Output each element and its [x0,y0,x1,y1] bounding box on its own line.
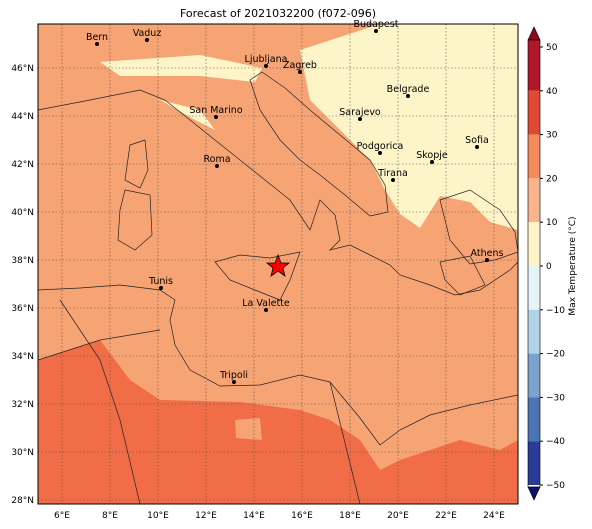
lon-label: 12°E [195,511,217,521]
city-label: Vaduz [133,28,162,39]
city-marker [215,164,219,168]
lat-label: 34°N [11,352,34,362]
lon-label: 16°E [291,511,313,521]
lat-label: 46°N [11,64,34,74]
colorbar-segment [528,441,540,485]
lat-label: 36°N [11,304,34,314]
colorbar-tick-label: −30 [546,393,565,403]
lon-label: 14°E [243,511,265,521]
city-label: Skopje [416,150,448,161]
colorbar-tick-label: −50 [546,481,565,491]
city-marker [159,286,163,290]
city-label: Tripoli [219,370,248,381]
colorbar-tick-label: −20 [546,350,565,360]
colorbar-tick-label: 20 [546,174,558,184]
colorbar-segment [528,222,540,266]
colorbar: 50 40 30 20 10 0 −10 −20 −30 −40 −50 [527,26,565,501]
colorbar-segment [528,40,540,91]
lat-label: 32°N [11,400,34,410]
lon-label: 6°E [54,511,70,521]
city-marker [485,258,489,262]
lon-label: 8°E [102,511,118,521]
city-marker [145,38,149,42]
city-label: Tunis [148,276,173,287]
city-marker [374,29,378,33]
city-label: Budapest [354,19,399,30]
colorbar-frame [527,39,541,488]
colorbar-segment [528,178,540,223]
map-frame [37,23,519,505]
city-marker [264,308,268,312]
colorbar-tick-label: 30 [546,131,558,141]
city-marker [264,64,268,68]
lat-label: 30°N [11,448,34,458]
city-marker [378,151,382,155]
city-label: Athens [471,248,504,259]
city-label: La Valette [242,298,290,309]
graticule: 6°E 8°E 10°E 12°E 14°E 16°E 18°E 20°E 22°E 24°E 46… [11,24,518,521]
city-label: Roma [203,154,230,165]
lat-label: 42°N [11,160,34,170]
colorbar-tick-label: 50 [546,43,558,53]
colorbar-tick-label: 10 [546,218,558,228]
city-label: Podgorica [357,141,404,152]
colorbar-segment [528,134,540,179]
colorbar-tick-label: −40 [546,437,565,447]
map [38,24,518,504]
lon-label: 18°E [339,511,361,521]
colorbar-segment [528,397,540,442]
colorbar-segment [528,266,540,310]
lat-label: 40°N [11,208,34,218]
colorbar-tick-label: 0 [546,262,552,272]
city-marker [406,94,410,98]
city-label: San Marino [189,105,242,116]
lat-label: 38°N [11,256,34,266]
city-marker [391,178,395,182]
city-label: Bern [86,32,108,43]
city-marker [232,380,236,384]
colorbar-segment [528,309,540,354]
colorbar-tick-label: −10 [546,306,565,316]
colorbar-segment [528,90,540,135]
city-label: Belgrade [387,84,430,95]
city-label: Tirana [377,168,408,179]
city-marker [358,117,362,121]
title: Forecast of 2021032200 (f072-096) [180,7,376,20]
lon-label: 20°E [387,511,409,521]
city-label: Ljubljana [245,54,288,65]
lat-label: 28°N [11,496,34,506]
colorbar-tick-label: 40 [546,87,558,97]
lon-label: 10°E [147,511,169,521]
city-label: Zagreb [283,60,317,71]
city-marker [475,145,479,149]
lon-label: 24°E [483,511,505,521]
city-marker [95,42,99,46]
lat-label: 44°N [11,112,34,122]
colorbar-segment [528,353,540,398]
city-marker [430,160,434,164]
city-label: Sofia [465,135,489,146]
city-marker [298,70,302,74]
lon-label: 22°E [435,511,457,521]
city-marker [214,115,218,119]
city-label: Sarajevo [339,107,381,118]
colorbar-label: Max Temperature (°C) [568,216,578,315]
